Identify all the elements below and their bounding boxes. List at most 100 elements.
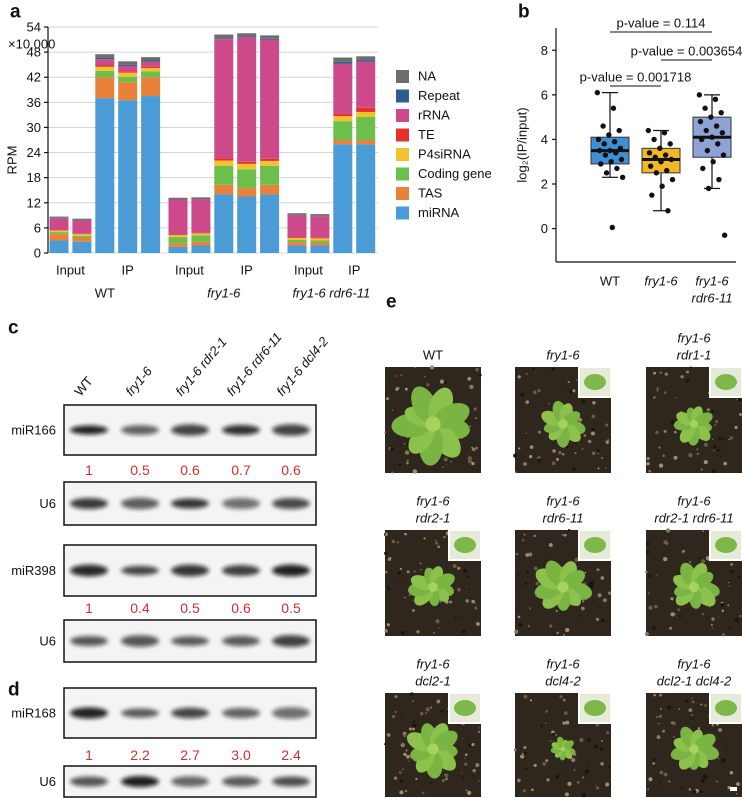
- quantification: 1: [85, 747, 93, 763]
- soil-grain: [700, 703, 703, 706]
- soil-grain: [727, 604, 730, 607]
- soil-grain: [437, 545, 440, 549]
- bar-segment: [118, 76, 138, 83]
- data-point: [719, 130, 726, 136]
- soil-grain: [517, 615, 521, 619]
- soil-grain: [721, 609, 725, 613]
- soil-grain: [518, 447, 521, 450]
- soil-grain: [647, 788, 650, 791]
- soil-grain: [384, 629, 388, 633]
- y-tick-label: 0: [541, 221, 548, 236]
- soil-grain: [472, 774, 475, 777]
- genotype-label: fry1-6: [416, 494, 450, 509]
- soil-grain: [445, 464, 447, 466]
- soil-grain: [571, 760, 574, 763]
- soil-grain: [531, 788, 534, 792]
- soil-grain: [701, 613, 704, 616]
- soil-grain: [411, 700, 415, 703]
- bar-segment: [333, 57, 353, 62]
- bar-segment: [333, 63, 353, 115]
- data-point: [712, 96, 719, 103]
- bar-segment: [214, 184, 234, 195]
- soil-grain: [390, 447, 395, 451]
- x-tick-label: fry1-6: [695, 274, 729, 289]
- soil-grain: [517, 375, 521, 379]
- soil-grain: [589, 585, 594, 590]
- soil-grain: [599, 606, 602, 608]
- bar-segment: [310, 238, 330, 241]
- y-tick-label: 2: [541, 177, 548, 192]
- soil-grain: [663, 557, 668, 562]
- bar-segment: [72, 241, 92, 253]
- y-tick-label: 0: [34, 246, 41, 261]
- soil-grain: [439, 600, 442, 603]
- soil-grain: [673, 455, 678, 460]
- y-axis-title: RPM: [5, 146, 20, 175]
- soil-grain: [535, 581, 540, 586]
- soil-grain: [596, 568, 600, 572]
- soil-grain: [572, 467, 576, 472]
- soil-grain: [408, 727, 412, 731]
- soil-grain: [406, 459, 409, 462]
- bar-segment: [49, 218, 69, 230]
- soil-grain: [464, 762, 468, 766]
- y-tick-label: 24: [27, 145, 41, 160]
- soil-grain: [555, 609, 558, 613]
- soil-grain: [653, 693, 656, 697]
- soil-grain: [597, 452, 600, 455]
- soil-grain: [523, 462, 527, 466]
- data-point: [647, 163, 654, 169]
- soil-grain: [658, 463, 664, 468]
- bar-segment: [118, 82, 138, 101]
- soil-grain: [435, 540, 437, 542]
- quantification: 0.5: [130, 462, 150, 478]
- soil-grain: [552, 449, 556, 453]
- data-point: [713, 123, 720, 129]
- genotype-label: fry1-6: [546, 494, 580, 509]
- soil-grain: [525, 553, 530, 557]
- soil-grain: [468, 425, 472, 428]
- bar-segment: [356, 140, 376, 145]
- soil-grain: [463, 757, 466, 759]
- soil-grain: [419, 711, 424, 716]
- soil-grain: [652, 626, 656, 631]
- soil-grain: [408, 593, 411, 597]
- bar-segment: [118, 71, 138, 73]
- soil-grain: [681, 786, 684, 789]
- soil-grain: [581, 399, 586, 404]
- band: [222, 776, 260, 787]
- band: [272, 564, 310, 577]
- soil-grain: [542, 762, 547, 766]
- soil-grain: [461, 776, 464, 779]
- soil-grain: [711, 438, 714, 440]
- soil-grain: [728, 626, 731, 630]
- data-point: [614, 165, 620, 172]
- bar-segment: [141, 68, 161, 72]
- soil-grain: [575, 379, 578, 381]
- soil-grain: [478, 779, 480, 782]
- soil-grain: [597, 467, 600, 470]
- y-tick-label: 4: [541, 132, 548, 147]
- band: [171, 498, 209, 509]
- soil-grain: [720, 603, 725, 608]
- soil-grain: [457, 566, 461, 570]
- soil-grain: [471, 770, 473, 773]
- soil-grain: [423, 375, 426, 378]
- soil-grain: [416, 630, 420, 634]
- soil-grain: [529, 445, 534, 449]
- band: [272, 424, 310, 436]
- lane-label: fry1-6 rdr2-1: [172, 334, 229, 398]
- band: [272, 707, 310, 719]
- soil-grain: [398, 463, 402, 467]
- soil-grain: [734, 425, 738, 430]
- soil-grain: [668, 780, 671, 783]
- legend-label: Repeat: [418, 88, 460, 103]
- soil-grain: [726, 742, 729, 745]
- data-point: [700, 165, 706, 172]
- soil-grain: [571, 757, 576, 762]
- data-point: [649, 192, 655, 198]
- rosette-center: [690, 420, 698, 428]
- bar-segment: [168, 246, 188, 253]
- soil-grain: [587, 582, 591, 586]
